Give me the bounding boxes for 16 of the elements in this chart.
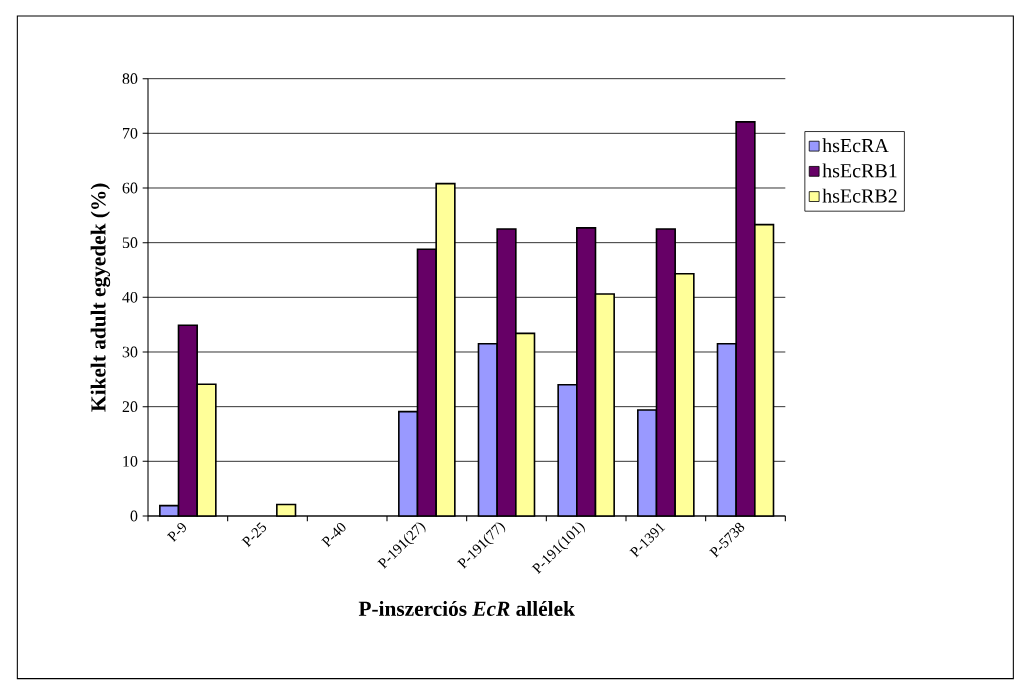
y-tick-label: 10: [123, 456, 138, 467]
legend-label: hsEcRA: [822, 138, 889, 153]
legend-label: hsEcRB2: [822, 188, 897, 203]
x-axis-title: P-inszerciós EcR allélek: [358, 601, 575, 617]
y-tick-label: 50: [122, 237, 138, 249]
y-tick-label: 40: [122, 292, 138, 303]
y-tick-label: 20: [122, 401, 138, 413]
y-tick-label: 80: [122, 73, 138, 85]
y-tick-label: 0: [130, 510, 138, 522]
y-axis-title: Kikelt adult egyedek (%): [90, 183, 111, 412]
x-tick-label: P-40: [321, 523, 346, 548]
legend-label: hsEcRB1: [822, 163, 897, 178]
y-tick-label: 70: [123, 128, 138, 139]
y-tick-label: 60: [122, 182, 138, 194]
x-tick-label: P-9: [166, 523, 186, 543]
y-tick-label: 30: [122, 346, 138, 358]
